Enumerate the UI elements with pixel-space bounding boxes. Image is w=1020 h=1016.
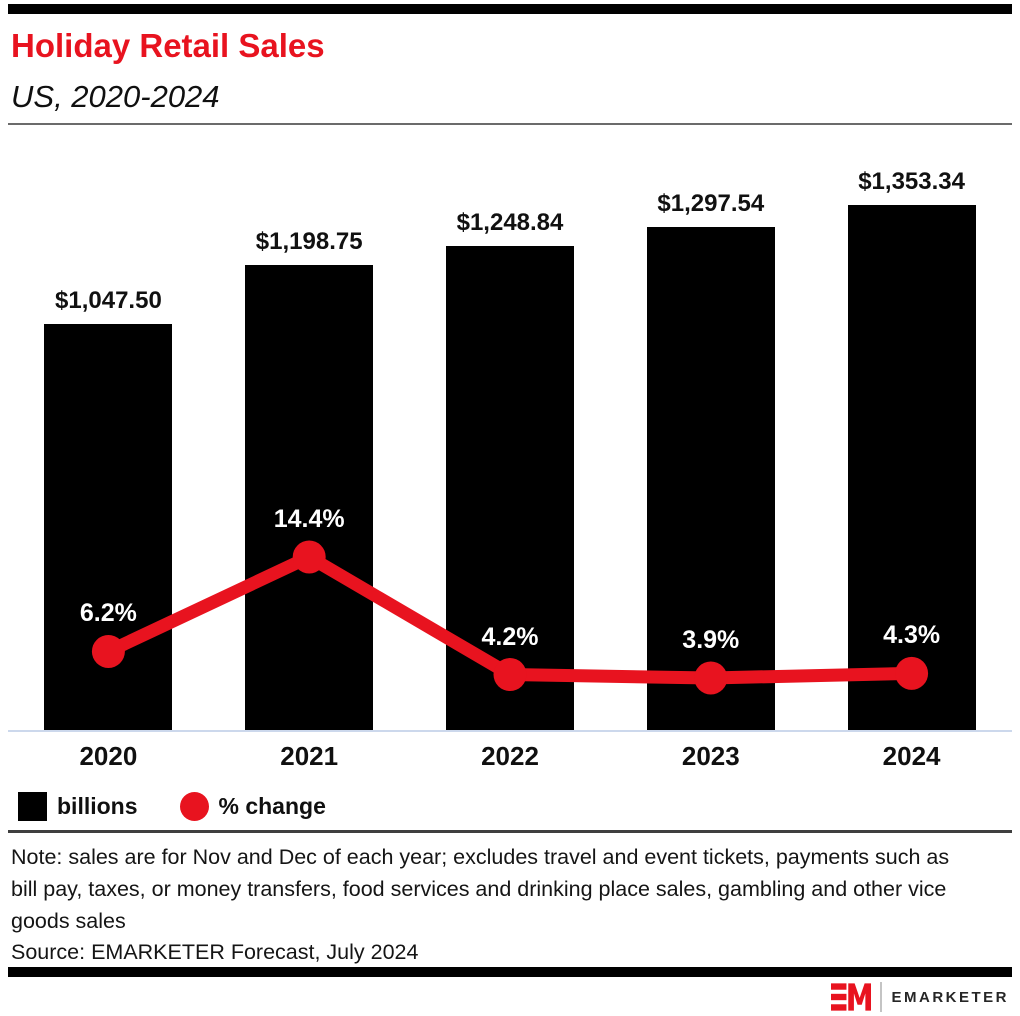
note-text: Note: sales are for Nov and Dec of each … [11, 845, 950, 933]
x-axis-label-2024: 2024 [882, 741, 941, 771]
pct-change-line-layer [91, 540, 929, 695]
top-rule-bar [8, 4, 1012, 14]
legend-label-billions: billions [57, 792, 138, 819]
emarketer-logo: EMARKETER [831, 982, 1009, 1012]
bar-series-swatch-icon [18, 791, 47, 821]
bar-2023 [646, 226, 775, 730]
x-axis-label-2021: 2021 [280, 741, 339, 771]
title-divider [8, 123, 1012, 125]
pct-change-point-2022 [493, 658, 527, 692]
bar-value-label-2024: $1,353.34 [858, 168, 965, 196]
pct-label-2023: 3.9% [682, 626, 740, 654]
x-axis-label-2022: 2022 [481, 741, 539, 771]
bar-value-label-2020: $1,047.50 [55, 286, 162, 314]
em-logo-icon [831, 983, 872, 1011]
chart-title: Holiday Retail Sales [11, 27, 325, 64]
x-axis-label-2020: 2020 [79, 741, 138, 771]
bar-value-label-2021: $1,198.75 [255, 228, 363, 256]
legend: billions % change [18, 791, 326, 821]
brand-name: EMARKETER [891, 988, 1009, 1006]
source-text: Source: EMARKETER Forecast, July 2024 [11, 940, 419, 964]
bottom-rule-bar [8, 967, 1012, 977]
pct-label-2024: 4.3% [883, 621, 941, 650]
x-axis-line [8, 730, 1012, 732]
chart-plot-area: $1,047.50 $1,198.75 $1,248.84 $1,297.54 $1,3… [8, 140, 1012, 732]
legend-label-pct-change: % change [218, 792, 326, 819]
note-divider [8, 830, 1012, 833]
bar-2024 [847, 205, 976, 730]
x-axis-labels: 2020 2021 2022 2023 2024 [8, 741, 1012, 773]
pct-change-point-2020 [91, 634, 125, 668]
chart-subtitle: US, 2020-2024 [11, 79, 220, 114]
pct-change-point-2021 [292, 540, 326, 574]
x-axis-label-2023: 2023 [681, 741, 740, 771]
bar-value-label-2022: $1,248.84 [456, 208, 564, 236]
logo-divider [880, 982, 883, 1012]
pct-label-2021: 14.4% [273, 504, 345, 533]
pct-label-2020: 6.2% [79, 599, 137, 628]
pct-label-2022: 4.2% [481, 622, 539, 651]
line-series-swatch-icon [179, 791, 209, 821]
pct-change-point-2024 [895, 656, 929, 690]
pct-change-point-2023 [694, 661, 728, 695]
bar-value-label-2023: $1,297.54 [657, 189, 765, 217]
bar-2021 [245, 265, 374, 730]
